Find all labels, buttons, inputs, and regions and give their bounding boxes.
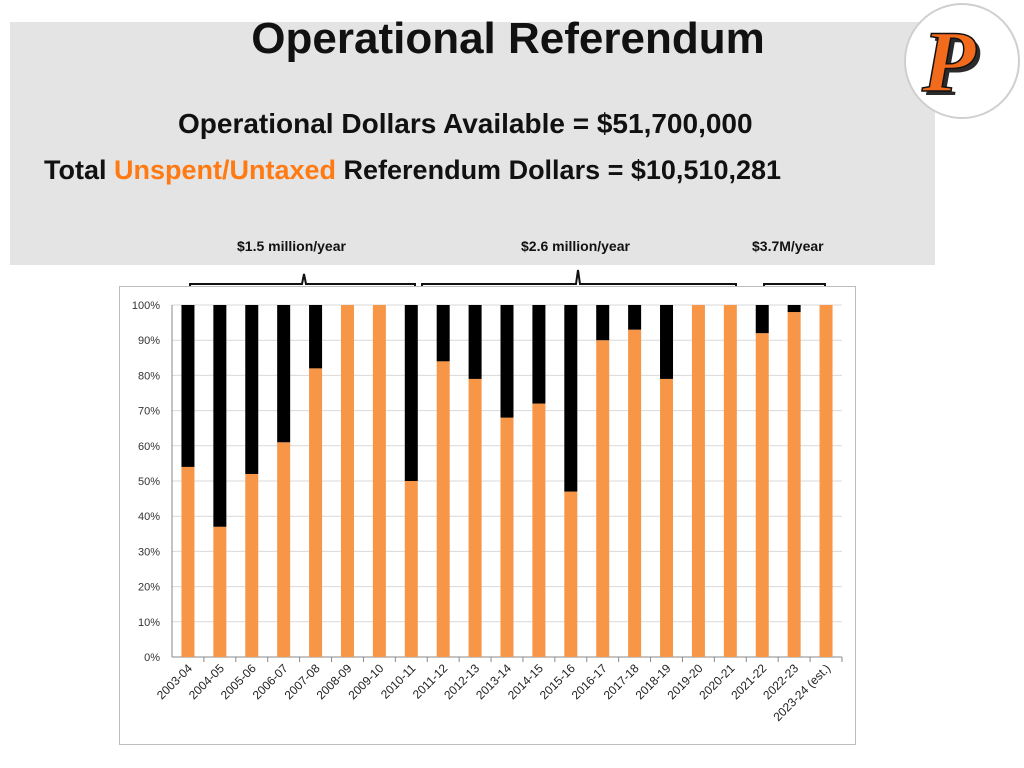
logo-circle [904, 3, 1020, 119]
bar-unspent [277, 442, 291, 657]
bar-spent [787, 305, 801, 313]
bar-unspent [245, 473, 259, 657]
bar-spent [213, 305, 227, 527]
bar-unspent [819, 305, 833, 657]
school-logo: P P [902, 2, 1022, 120]
operational-dollars-subtitle: Operational Dollars Available = $51,700,… [178, 108, 753, 139]
total-suffix: Referendum Dollars = $10,510,281 [336, 155, 782, 185]
total-prefix: Total [44, 155, 114, 185]
logo-letter: P [921, 14, 977, 111]
bar-unspent [436, 361, 450, 657]
bar-unspent [596, 340, 610, 657]
bar-spent [277, 305, 291, 443]
bar-spent [628, 305, 642, 330]
bar-unspent [755, 333, 769, 657]
y-tick-label: 80% [138, 370, 160, 382]
bar-unspent [787, 312, 801, 657]
chart-frame: 0% 10% 20% 30% 40% 50% 60% 70% 80% 90% 100% 2003-04… [119, 286, 856, 745]
bar-spent [436, 305, 450, 362]
bar-spent [532, 305, 546, 404]
bar-spent [755, 305, 769, 334]
bar-spent [660, 305, 674, 379]
unspent-highlight: Unspent/Untaxed [114, 155, 337, 185]
bar-spent [245, 305, 259, 474]
bar-unspent [372, 305, 386, 657]
bar-unspent [500, 417, 514, 657]
bar-spent [500, 305, 514, 418]
page-title: Operational Referendum [251, 14, 765, 63]
period-label-2: $2.6 million/year [521, 238, 630, 254]
logo-letter-shadow: P [925, 18, 981, 115]
bar-spent [564, 305, 578, 492]
bar-unspent [181, 466, 195, 657]
period-label-3: $3.7M/year [752, 238, 824, 254]
bar-spent [309, 305, 323, 369]
y-tick-label: 100% [132, 300, 160, 312]
bar-unspent [660, 378, 674, 657]
total-unspent-line: Total Unspent/Untaxed Referendum Dollars… [44, 155, 781, 186]
y-tick-label: 60% [138, 441, 160, 453]
bar-unspent [309, 368, 323, 657]
y-tick-label: 20% [138, 582, 160, 594]
bar-spent [181, 305, 195, 467]
bar-unspent [723, 305, 737, 657]
header-banner [10, 22, 935, 265]
bar-spent [596, 305, 610, 341]
y-tick-label: 40% [138, 511, 160, 523]
bar-unspent [340, 305, 354, 657]
stacked-bar-chart: 0%10%20%30%40%50%60%70%80%90%100%2003-04… [132, 300, 843, 724]
bar-spent [468, 305, 482, 379]
y-tick-label: 10% [138, 617, 160, 629]
y-tick-label: 50% [138, 476, 160, 488]
period-bracket-1 [189, 273, 416, 288]
period-bracket-2 [421, 269, 737, 288]
bar-unspent [628, 329, 642, 657]
bar-unspent [564, 491, 578, 657]
x-tick-label: 2009-10 [345, 661, 386, 702]
bar-unspent [404, 481, 418, 657]
bar-unspent [468, 378, 482, 657]
y-tick-label: 90% [138, 335, 160, 347]
bar-unspent [532, 403, 546, 657]
y-tick-label: 0% [144, 652, 160, 664]
x-tick-label: 2023-24 (est.) [770, 661, 833, 724]
bar-unspent [213, 526, 227, 657]
bar-spent [404, 305, 418, 481]
y-tick-label: 70% [138, 406, 160, 418]
period-label-1: $1.5 million/year [237, 238, 346, 254]
bar-unspent [691, 305, 705, 657]
y-tick-label: 30% [138, 546, 160, 558]
